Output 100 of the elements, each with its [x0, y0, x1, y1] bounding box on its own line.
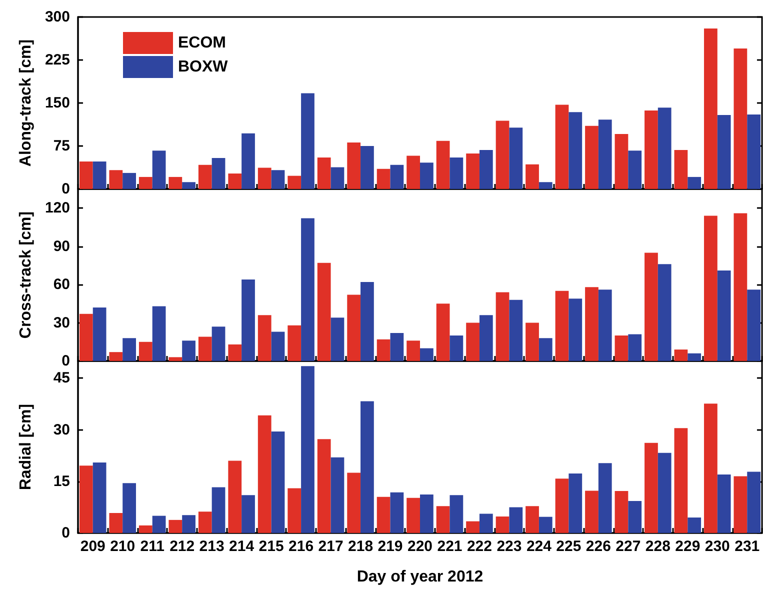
x-tick-label: 209	[80, 538, 106, 555]
bar	[79, 161, 93, 189]
bar	[122, 172, 136, 189]
bar	[674, 150, 688, 189]
bar	[79, 466, 93, 533]
bar	[658, 108, 672, 189]
bar	[644, 442, 658, 533]
bar	[526, 322, 539, 361]
bar	[198, 336, 212, 361]
bar	[466, 153, 480, 189]
x-tick-label: 216	[288, 538, 314, 555]
bar	[360, 146, 374, 189]
bar	[109, 513, 123, 533]
x-tick-label: 213	[199, 538, 224, 555]
y-tick-label: 15	[53, 472, 70, 490]
bar	[212, 326, 226, 361]
bar	[122, 483, 136, 533]
bar	[496, 292, 510, 361]
bar	[658, 264, 672, 361]
bar	[538, 182, 552, 189]
bar	[450, 336, 464, 361]
x-tick-label: 219	[378, 538, 403, 555]
bar	[688, 518, 702, 533]
y-tick-label: 0	[62, 524, 70, 542]
bar	[436, 506, 450, 533]
y-tick-label: 45	[53, 370, 70, 387]
bar	[628, 150, 642, 189]
bar	[271, 170, 285, 189]
bar	[390, 164, 404, 189]
y-tick-label: 30	[53, 421, 70, 438]
x-tick-label: 224	[526, 538, 552, 555]
bar	[242, 495, 255, 533]
x-tick-label: 211	[140, 538, 164, 555]
bar	[182, 340, 196, 361]
bar	[390, 492, 404, 533]
bar	[526, 164, 539, 189]
bar	[538, 338, 552, 361]
y-tick-label: 90	[53, 238, 70, 255]
bar	[568, 298, 582, 361]
bar	[347, 142, 361, 189]
bar	[258, 168, 272, 189]
bar	[288, 488, 302, 533]
x-tick-label: 225	[556, 538, 582, 555]
bar	[658, 452, 672, 533]
bar	[598, 120, 612, 189]
bar	[376, 339, 390, 361]
y-tick-label: 75	[53, 138, 70, 154]
bar	[420, 162, 434, 189]
y-tick-label: 0	[62, 352, 70, 370]
bar	[109, 170, 123, 189]
bar	[436, 140, 450, 189]
bar	[317, 262, 331, 361]
bar	[152, 516, 166, 533]
x-axis-title: Day of year 2012	[356, 568, 484, 586]
bar	[168, 520, 182, 533]
bar	[138, 176, 152, 189]
bar	[568, 112, 582, 189]
bar	[122, 338, 136, 361]
bar	[138, 525, 152, 533]
legend-label: BOXW	[178, 58, 229, 76]
x-tick-label: 218	[348, 538, 374, 555]
bar	[628, 501, 642, 533]
bar	[674, 428, 688, 533]
x-tick-label: 222	[466, 538, 492, 555]
bar	[182, 515, 196, 533]
bar	[330, 167, 344, 189]
bar	[674, 350, 688, 361]
bar	[79, 314, 93, 361]
bar	[466, 521, 480, 533]
x-tick-label: 217	[318, 538, 344, 555]
bar	[360, 401, 374, 533]
bar	[717, 115, 731, 189]
bar	[555, 478, 569, 533]
bar	[509, 300, 523, 361]
bar	[734, 48, 748, 189]
bar	[717, 474, 731, 533]
bar	[466, 322, 480, 361]
bar	[734, 213, 748, 361]
bar	[598, 290, 612, 361]
x-tick-label: 214	[229, 538, 255, 555]
x-tick-label: 215	[258, 538, 284, 555]
bar	[479, 514, 493, 533]
bar	[585, 287, 598, 361]
bar	[555, 290, 569, 361]
bar	[526, 506, 539, 533]
bar	[644, 110, 658, 189]
bar	[138, 342, 152, 361]
bar	[717, 270, 731, 361]
x-tick-label: 221	[437, 538, 462, 555]
bar	[479, 315, 493, 361]
bar	[509, 507, 523, 533]
x-tick-label: 229	[675, 538, 700, 555]
bar	[347, 472, 361, 533]
bar	[496, 516, 510, 533]
legend-label: ECOM	[178, 34, 226, 52]
bar	[198, 164, 212, 189]
bar	[614, 336, 628, 361]
bar	[420, 348, 434, 361]
bar	[704, 404, 718, 533]
bar	[406, 340, 420, 361]
